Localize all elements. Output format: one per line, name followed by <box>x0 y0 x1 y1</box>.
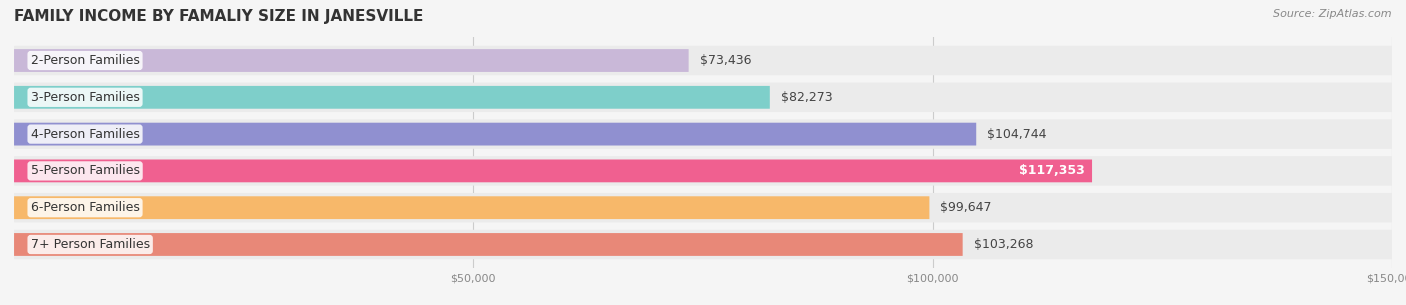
Text: 5-Person Families: 5-Person Families <box>31 164 139 178</box>
Text: 3-Person Families: 3-Person Families <box>31 91 139 104</box>
FancyBboxPatch shape <box>14 230 1392 259</box>
FancyBboxPatch shape <box>14 49 689 72</box>
FancyBboxPatch shape <box>14 119 1392 149</box>
Text: 6-Person Families: 6-Person Families <box>31 201 139 214</box>
Text: $104,744: $104,744 <box>987 127 1046 141</box>
Text: Source: ZipAtlas.com: Source: ZipAtlas.com <box>1274 9 1392 19</box>
Text: $82,273: $82,273 <box>780 91 832 104</box>
Text: FAMILY INCOME BY FAMALIY SIZE IN JANESVILLE: FAMILY INCOME BY FAMALIY SIZE IN JANESVI… <box>14 9 423 24</box>
Text: $99,647: $99,647 <box>941 201 991 214</box>
Text: $103,268: $103,268 <box>974 238 1033 251</box>
Text: 7+ Person Families: 7+ Person Families <box>31 238 149 251</box>
FancyBboxPatch shape <box>14 193 1392 222</box>
FancyBboxPatch shape <box>14 156 1392 186</box>
FancyBboxPatch shape <box>14 160 1092 182</box>
Text: 4-Person Families: 4-Person Families <box>31 127 139 141</box>
Text: $117,353: $117,353 <box>1019 164 1085 178</box>
FancyBboxPatch shape <box>14 46 1392 75</box>
FancyBboxPatch shape <box>14 83 1392 112</box>
FancyBboxPatch shape <box>14 123 976 145</box>
FancyBboxPatch shape <box>14 233 963 256</box>
FancyBboxPatch shape <box>14 196 929 219</box>
Text: 2-Person Families: 2-Person Families <box>31 54 139 67</box>
Text: $73,436: $73,436 <box>700 54 751 67</box>
FancyBboxPatch shape <box>14 86 770 109</box>
